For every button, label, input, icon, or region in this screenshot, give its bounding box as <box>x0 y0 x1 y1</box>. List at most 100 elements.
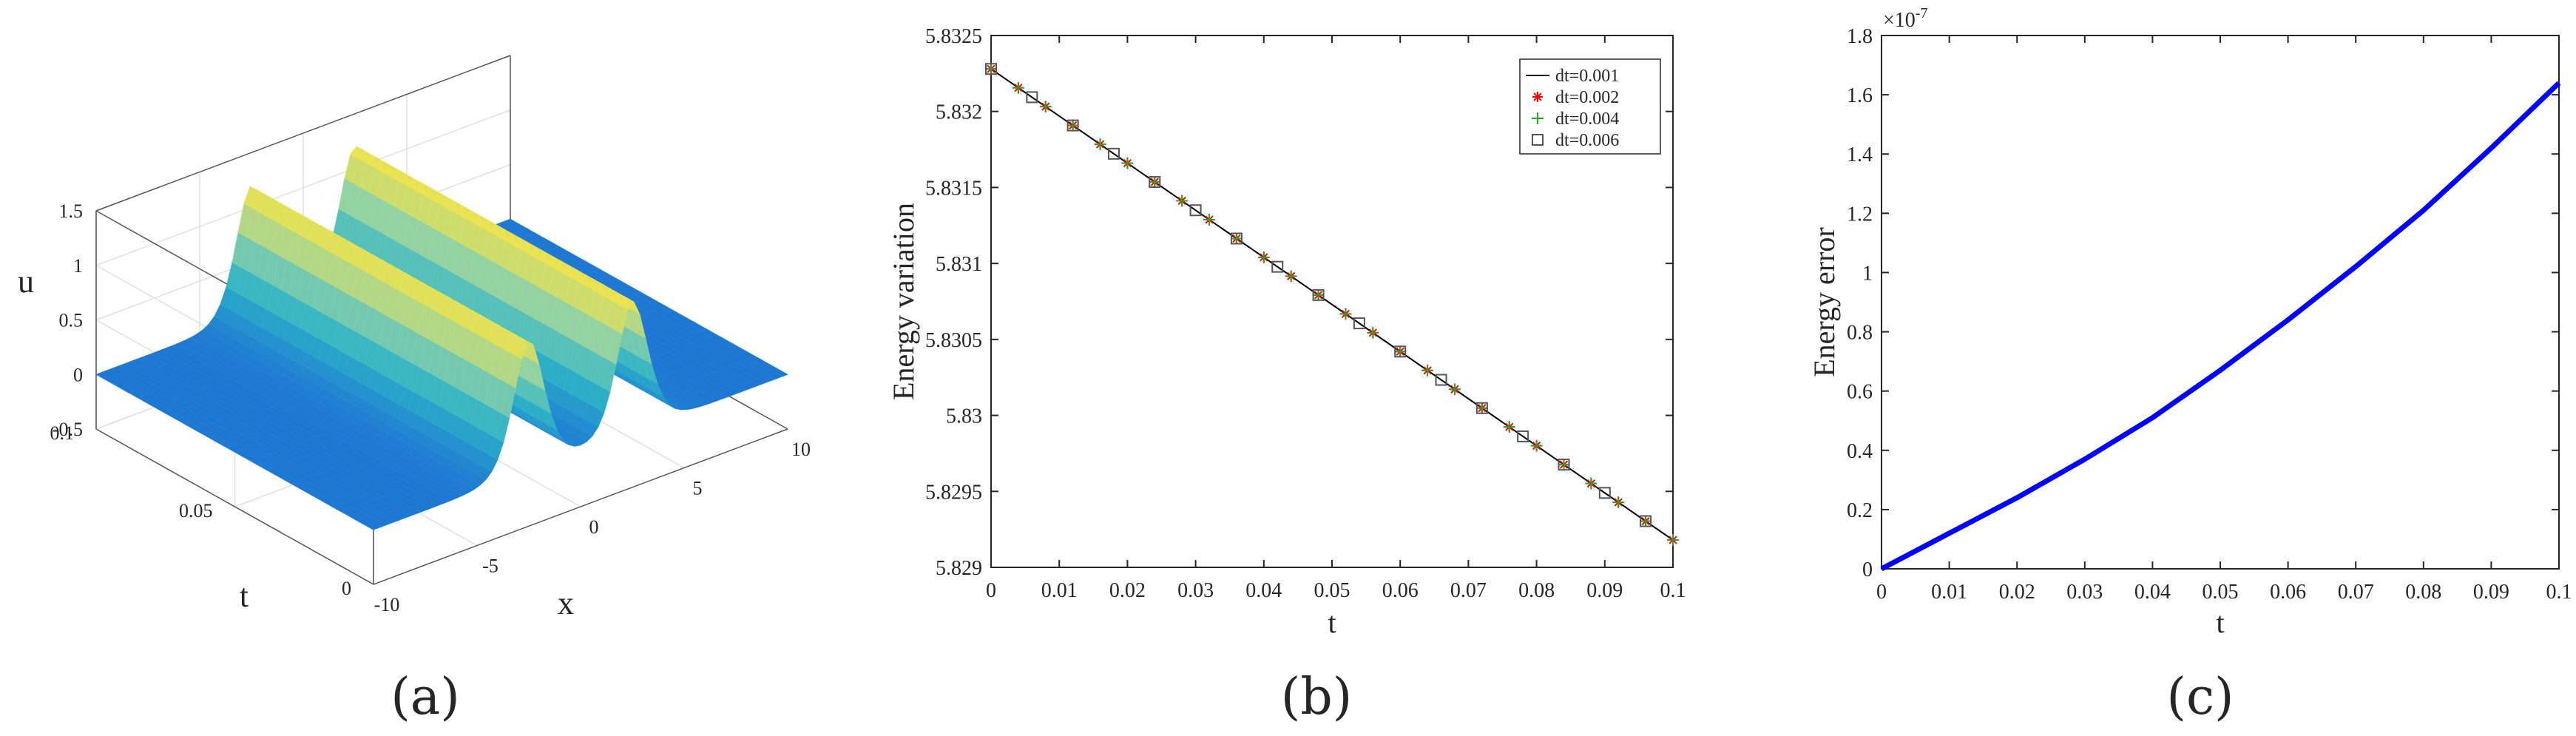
panel-label-b: (b) <box>1281 668 1353 726</box>
y-axis-label-b: Energy variation <box>887 203 920 400</box>
x-tick-label-c: 0.04 <box>2134 581 2171 604</box>
marker-plus-b <box>1176 195 1189 207</box>
marker-square-b <box>1640 515 1652 527</box>
legend-swatch-asterisk <box>1533 92 1542 101</box>
marker-square-b <box>1475 402 1488 414</box>
backwall-grid-u <box>95 109 511 266</box>
y-tick-label-c: 0.6 <box>1847 381 1873 404</box>
marker-square-b <box>985 63 997 75</box>
y-tick-label-c: 1.2 <box>1847 203 1873 226</box>
marker-square-b <box>1149 176 1161 189</box>
z-axis-label-a: u <box>18 263 34 300</box>
y-tick-label-b: 5.831 <box>936 253 982 276</box>
x-tick-label-b: 0 <box>986 579 996 602</box>
x-tick-label-b: 0.06 <box>1382 579 1419 602</box>
marker-square-b <box>1353 317 1365 330</box>
y-tick-label-b: 5.8325 <box>925 25 982 48</box>
x-tick-label-b: 0.08 <box>1518 579 1555 602</box>
exponent-label-c: ×10-7 <box>1883 5 1927 32</box>
marker-plus-b <box>1667 534 1679 547</box>
x-tick-label-a: -5 <box>482 556 498 577</box>
y-tick-label-a: 0.05 <box>179 500 213 521</box>
y-tick-label-b: 5.8315 <box>925 177 982 200</box>
legend-entry-label: dt=0.004 <box>1555 109 1619 129</box>
y-tick-label-c: 0.4 <box>1847 440 1873 463</box>
x-tick-label-b: 0.04 <box>1245 579 1282 602</box>
marker-square-b <box>1066 119 1079 132</box>
y-tick-label-a: 0.1 <box>50 422 75 444</box>
marker-plus-b <box>1585 477 1598 490</box>
marker-square-b <box>1026 91 1038 104</box>
x-tick-label-a: 0 <box>589 516 599 538</box>
y-tick-label-b: 5.832 <box>936 101 982 124</box>
legend-entry-label: dt=0.006 <box>1555 131 1619 150</box>
x-tick-label-c: 0.06 <box>2270 581 2306 604</box>
marker-plus-b <box>1339 308 1352 320</box>
x-tick-label-c: 0.01 <box>1931 581 1967 604</box>
marker-plus-b <box>1448 383 1461 396</box>
legend-entry-label: dt=0.002 <box>1555 88 1619 107</box>
surface-cell <box>773 369 788 377</box>
marker-plus-b <box>1475 402 1488 414</box>
z-tick-label-a: 0.5 <box>59 310 84 331</box>
y-tick-label-c: 1.4 <box>1847 144 1873 166</box>
x-tick-label-b: 0.1 <box>1660 579 1686 602</box>
marker-square-b <box>1312 288 1325 301</box>
surface-plot-a: -10 -5 0 5 10 0 0.05 0.1-0.5 0 0.5 1 1.5 x t u <box>18 55 811 621</box>
marker-plus-b <box>1094 138 1106 151</box>
surface-mesh-a <box>95 146 788 530</box>
x-tick-label-a: 10 <box>791 439 811 460</box>
exponent-power-c: -7 <box>1916 5 1928 21</box>
marker-plus-b <box>1558 459 1570 471</box>
marker-plus-b <box>1394 345 1407 358</box>
y-tick-label-c: 0.2 <box>1847 499 1873 522</box>
marker-plus-b <box>1203 213 1216 226</box>
marker-plus-b <box>1367 326 1379 339</box>
legend-b: dt=0.001 dt=0.002 dt=0.004 dt=0.006 <box>1519 58 1661 155</box>
y-tick-label-b: 5.8305 <box>925 329 982 352</box>
y-tick-label-c: 1.6 <box>1847 84 1873 107</box>
marker-plus-b <box>1039 101 1052 113</box>
marker-plus-b <box>1503 421 1515 433</box>
z-tick-label-a: 1.5 <box>59 200 84 222</box>
x-tick-label-a: -10 <box>374 594 400 615</box>
marker-plus-b <box>1230 232 1243 245</box>
marker-plus-b <box>1640 515 1652 527</box>
panel-label-c: (c) <box>2166 668 2234 726</box>
y-tick-label-b: 5.83 <box>946 405 982 428</box>
x-tick-label-c: 0 <box>1876 581 1887 604</box>
z-tick-label-a: 0 <box>73 364 83 385</box>
x-tick-label-c: 0.03 <box>2066 581 2103 604</box>
axis-edge-t <box>95 428 374 585</box>
x-tick-label-b: 0.07 <box>1450 579 1487 602</box>
y-axis-label-a: t <box>240 578 249 614</box>
y-tick-label-a: 0 <box>342 578 351 599</box>
marker-square-b <box>1517 430 1529 442</box>
z-tick-label-a: 1 <box>73 255 83 277</box>
plot-area-c <box>1881 35 2560 570</box>
y-tick-label-c: 0.8 <box>1847 322 1873 345</box>
series-line-c <box>1880 81 2561 572</box>
x-tick-label-c: 0.1 <box>2546 581 2572 604</box>
energy-error-plot-c: 0 0.01 0.02 0.03 0.04 0.05 0.06 0.07 0.08 0.09 0.1… <box>1808 5 2572 639</box>
marker-plus-b <box>1421 364 1434 377</box>
x-tick-label-b: 0.01 <box>1041 579 1078 602</box>
marker-square-b <box>1598 487 1611 499</box>
marker-plus-b <box>1066 119 1079 132</box>
marker-plus-b <box>985 63 997 75</box>
y-tick-label-c: 1.8 <box>1847 25 1873 48</box>
x-tick-label-b: 0.02 <box>1109 579 1146 602</box>
marker-plus-b <box>1612 496 1625 509</box>
y-tick-label-b: 5.8295 <box>925 481 982 504</box>
legend-swatch-square <box>1532 134 1544 146</box>
x-tick-label-b: 0.03 <box>1177 579 1214 602</box>
axis-edge-x <box>373 428 788 585</box>
marker-plus-b <box>1149 176 1161 189</box>
marker-plus-b <box>1012 81 1024 94</box>
z-tick-label-a: -0.5 <box>53 419 83 440</box>
x-tick-label-c: 0.07 <box>2338 581 2374 604</box>
marker-square-b <box>1230 232 1243 245</box>
legend-entry-label: dt=0.001 <box>1555 67 1619 86</box>
marker-square-b <box>1558 459 1570 471</box>
